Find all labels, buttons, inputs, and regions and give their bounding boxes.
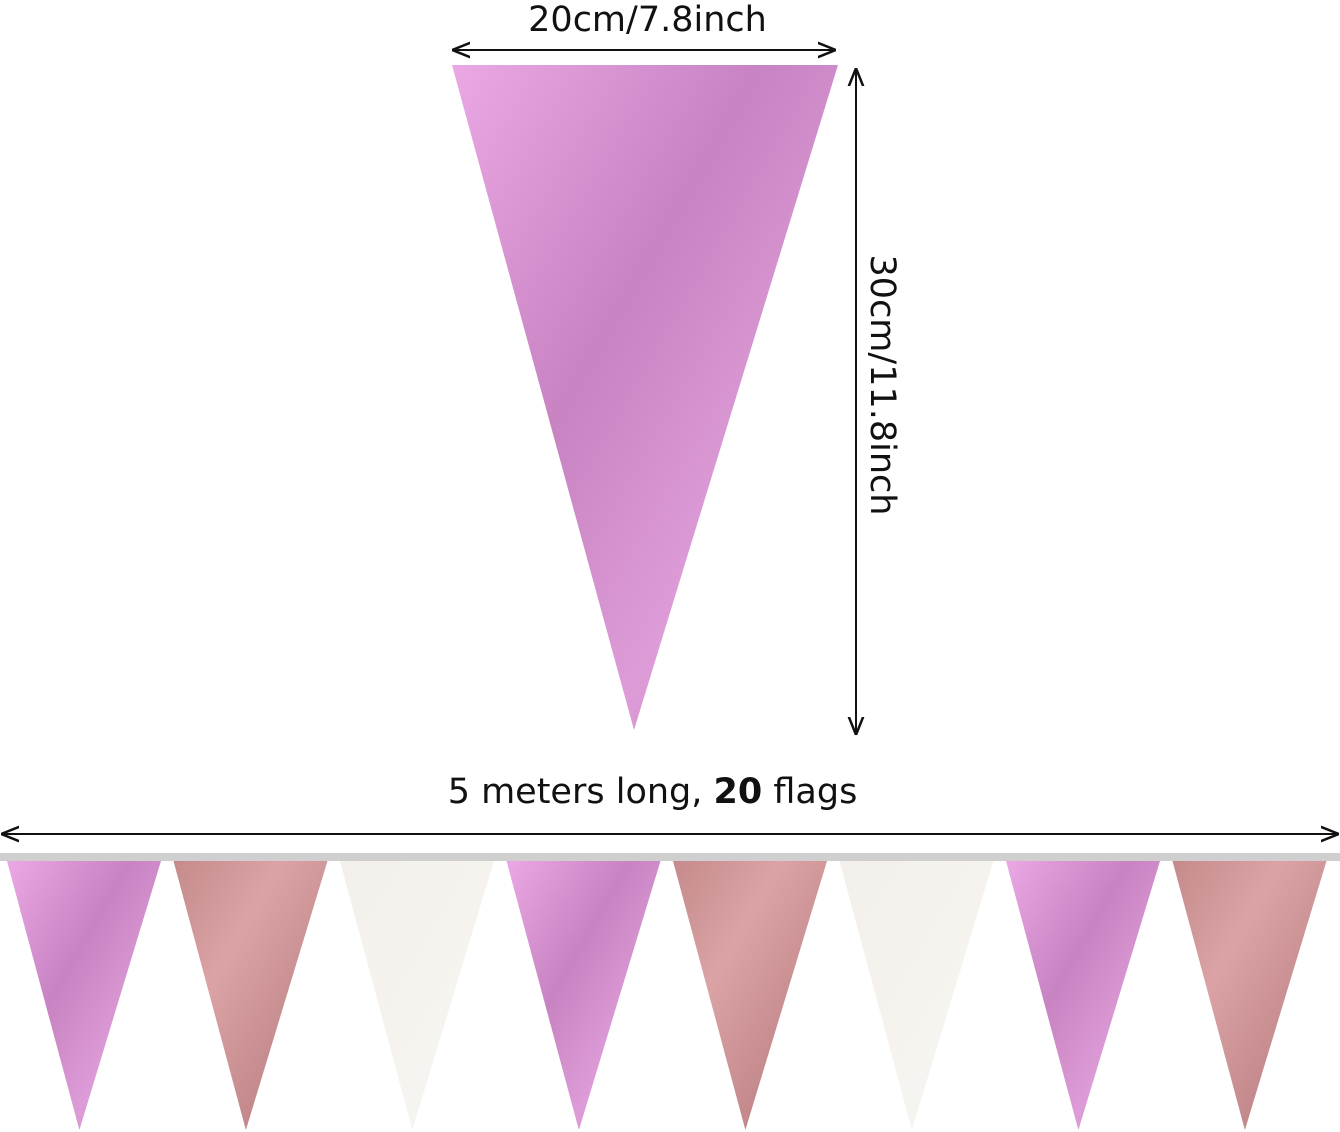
bunting-flag-pink <box>7 861 161 1130</box>
large-pink-flag <box>452 65 838 730</box>
bunting-flag-white <box>839 861 994 1130</box>
bunting-flag-rose-gold <box>173 861 328 1130</box>
bunting-string <box>0 853 1340 861</box>
flag-count: 20 <box>713 772 763 812</box>
height-label: 30cm/11.8inch <box>862 254 902 516</box>
bunting-flag-white <box>340 861 494 1130</box>
bunting-flag-rose-gold <box>1172 861 1327 1130</box>
bunting-flag-pink <box>1006 861 1160 1130</box>
length-label: 5 meters long, 20 flags <box>0 772 1305 812</box>
length-suffix: flags <box>762 772 858 812</box>
width-label: 20cm/7.8inch <box>528 0 767 40</box>
bunting-flag-rose-gold <box>673 861 827 1130</box>
bunting-flag-pink <box>506 861 661 1130</box>
length-prefix: 5 meters long, <box>447 772 714 812</box>
